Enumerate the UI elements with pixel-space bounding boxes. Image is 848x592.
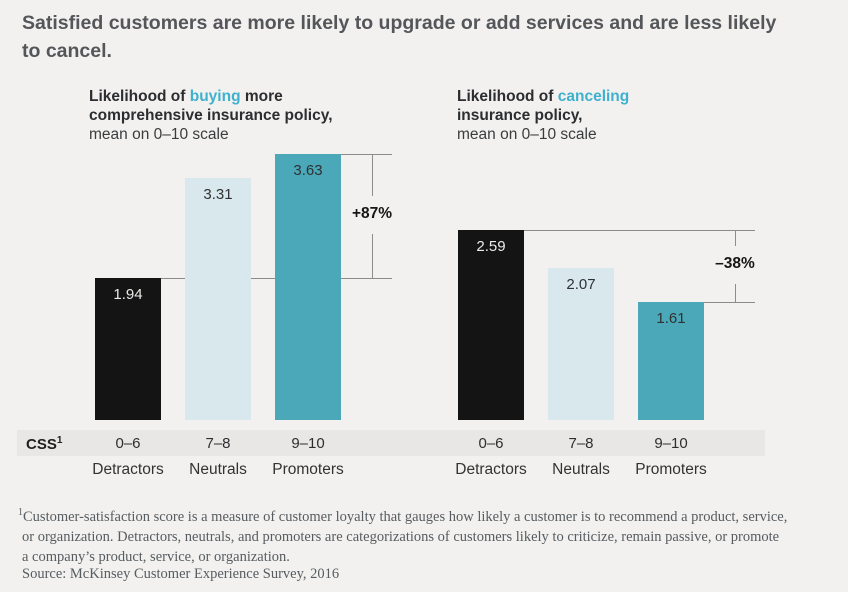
- chart-buying-header-line2: comprehensive insurance policy,: [89, 107, 333, 124]
- category-name-label: Promoters: [272, 461, 344, 478]
- css-score-label: CSS1: [26, 435, 62, 453]
- css-range-label: 0–6: [115, 435, 141, 452]
- css-score-label-text: CSS: [26, 436, 57, 453]
- chart-buying-header: Likelihood of buying more comprehensive …: [89, 87, 333, 144]
- annotation-vline: [372, 154, 373, 196]
- bar-value-label: 1.61: [656, 310, 686, 327]
- bar-value-label: 2.59: [476, 238, 506, 255]
- chart-canceling-subtitle: mean on 0–10 scale: [457, 126, 597, 143]
- footnote-line: a company’s product, service, or organiz…: [22, 548, 290, 565]
- css-score-band: [17, 430, 765, 456]
- bar-value-label: 3.63: [293, 162, 323, 179]
- page-title-line1: Satisfied customers are more likely to u…: [22, 12, 777, 34]
- annotation-hline: [341, 154, 392, 155]
- category-name-label: Detractors: [92, 461, 164, 478]
- bar-promoters: 1.61: [638, 302, 704, 420]
- css-score-label-sup: 1: [56, 435, 63, 446]
- annotation-percent-label: –38%: [715, 255, 755, 272]
- css-range-label: 7–8: [205, 435, 231, 452]
- chart-canceling-header-line1: Likelihood of canceling: [457, 87, 629, 106]
- chart-canceling-header-line2: insurance policy,: [457, 107, 583, 124]
- page-title: Satisfied customers are more likely to u…: [22, 9, 776, 65]
- bar-neutrals: 3.31: [185, 178, 251, 420]
- footnote: 1Customer-satisfaction score is a measur…: [18, 503, 787, 567]
- annotation-hline: [704, 302, 755, 303]
- bar-value-label: 2.07: [566, 276, 596, 293]
- footnote-sup: 1: [18, 507, 23, 518]
- category-name-label: Neutrals: [189, 461, 247, 478]
- header-highlight: buying: [189, 88, 241, 105]
- css-range-label: 9–10: [291, 435, 325, 452]
- footnote-line: 1Customer-satisfaction score is a measur…: [18, 503, 787, 527]
- annotation-hline: [524, 230, 755, 231]
- bar-value-label: 1.94: [113, 286, 143, 303]
- annotation-vline: [735, 284, 736, 302]
- bar-detractors: 2.59: [458, 230, 524, 420]
- bar-value-label: 3.31: [203, 186, 233, 203]
- chart-buying-header-line1: Likelihood of buying more: [89, 87, 333, 106]
- header-suffix: more: [240, 88, 283, 105]
- source-line: Source: McKinsey Customer Experience Sur…: [22, 566, 340, 582]
- annotation-vline: [735, 230, 736, 246]
- css-range-label: 9–10: [654, 435, 688, 452]
- bar-neutrals: 2.07: [548, 268, 614, 420]
- css-range-label: 0–6: [478, 435, 504, 452]
- chart-canceling-header: Likelihood of canceling insurance policy…: [457, 87, 629, 144]
- footnote-text: Customer-satisfaction score is a measure…: [23, 508, 788, 525]
- category-name-label: Detractors: [455, 461, 527, 478]
- chart-buying-subtitle: mean on 0–10 scale: [89, 126, 229, 143]
- bar-promoters: 3.63: [275, 154, 341, 420]
- header-highlight: canceling: [557, 88, 630, 105]
- header-prefix: Likelihood of: [89, 88, 190, 105]
- footnote-line: or organization. Detractors, neutrals, a…: [22, 528, 780, 545]
- annotation-vline: [372, 234, 373, 278]
- css-range-label: 7–8: [568, 435, 594, 452]
- header-prefix: Likelihood of: [457, 88, 558, 105]
- category-name-label: Neutrals: [552, 461, 610, 478]
- bar-detractors: 1.94: [95, 278, 161, 420]
- category-name-label: Promoters: [635, 461, 707, 478]
- page-title-line2: to cancel.: [22, 40, 112, 62]
- annotation-percent-label: +87%: [351, 205, 393, 222]
